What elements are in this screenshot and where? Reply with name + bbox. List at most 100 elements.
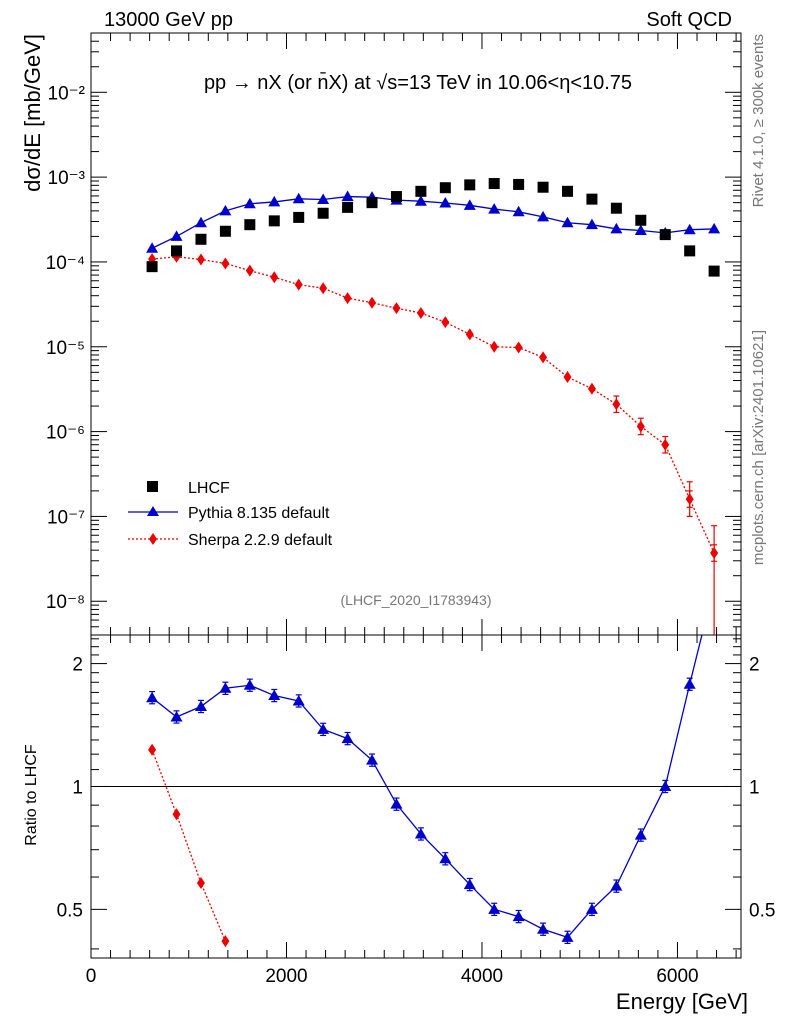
lhcf-point xyxy=(439,182,451,194)
lhcf-point xyxy=(195,233,207,245)
lhcf-point xyxy=(586,193,598,205)
ratio-pythia-point xyxy=(366,754,379,765)
pythia-point xyxy=(341,190,354,202)
pythia-point xyxy=(292,192,305,204)
plot-title: pp → nX (or n̄X) at √s=13 TeV in 10.06<η… xyxy=(204,71,632,94)
sherpa-point xyxy=(368,296,377,309)
ratio-pythia-point xyxy=(317,723,330,734)
ratio-pythia-point xyxy=(512,910,525,922)
ratio-pythia-point xyxy=(488,903,501,914)
x-tick-label: 6000 xyxy=(656,966,698,987)
legend: LHCF Pythia 8.135 default Sherpa 2.2.9 d… xyxy=(128,480,333,549)
pythia-point xyxy=(268,195,281,207)
pythia-point xyxy=(537,210,550,222)
ratio-pythia-point xyxy=(146,691,159,703)
lhcf-point xyxy=(342,201,354,213)
ratio-y-tick-label-right: 1 xyxy=(749,777,760,798)
y-tick-label: 10⁻⁸ xyxy=(46,592,85,613)
ratio-pythia-point xyxy=(390,798,403,809)
ratio-pythia-point xyxy=(219,682,232,693)
ratio-pythia-point xyxy=(414,827,427,839)
ratio-y-tick-label-right: 0.5 xyxy=(749,900,775,921)
sherpa-point xyxy=(343,292,352,305)
ratio-pythia-point xyxy=(537,923,550,934)
sherpa-point xyxy=(465,328,474,341)
sherpa-point xyxy=(270,271,279,284)
sherpa-point xyxy=(392,302,401,315)
pythia-point xyxy=(708,222,721,234)
sherpa-point xyxy=(539,351,548,364)
ratio-pythia-point xyxy=(268,689,281,701)
x-tick-label: 4000 xyxy=(461,966,503,987)
pythia-point xyxy=(170,230,183,241)
sherpa-point xyxy=(612,398,621,411)
pythia-point xyxy=(634,224,647,235)
ratio-y-tick-label: 1 xyxy=(72,777,83,798)
ratio-sherpa-point xyxy=(221,935,230,948)
ratio-pythia-point xyxy=(292,694,305,706)
pythia-point xyxy=(194,216,207,228)
x-tick-label: 0 xyxy=(86,966,97,987)
lhcf-point xyxy=(488,178,500,190)
pythia-point xyxy=(561,216,574,228)
lhcf-point xyxy=(293,211,305,223)
pythia-point xyxy=(243,197,256,209)
sherpa-point xyxy=(661,438,670,451)
pythia-point xyxy=(585,218,598,230)
sherpa-point xyxy=(441,316,450,329)
analysis-tag: (LHCF_2020_I1783943) xyxy=(341,592,492,608)
ratio-sherpa-point xyxy=(148,743,157,756)
lhcf-point xyxy=(390,191,402,203)
sherpa-point xyxy=(294,278,303,291)
ratio-sherpa-point xyxy=(172,808,181,821)
legend-label-sherpa: Sherpa 2.2.9 default xyxy=(188,532,333,549)
y-axis-label: dσ/dE [mb/GeV] xyxy=(20,34,45,192)
pythia-point xyxy=(317,193,330,204)
sherpa-point xyxy=(710,547,719,560)
pythia-point xyxy=(146,242,159,253)
lhcf-point xyxy=(562,185,574,197)
sherpa-point xyxy=(685,493,694,506)
pythia-line xyxy=(151,195,715,249)
lhcf-point xyxy=(317,207,329,219)
sherpa-point xyxy=(587,382,596,395)
ratio-pythia-point xyxy=(341,732,354,744)
y-tick-label: 10⁻⁵ xyxy=(46,338,85,359)
y-tick-label: 10⁻⁴ xyxy=(46,253,85,274)
lhcf-point xyxy=(635,214,647,226)
ratio-sherpa-point xyxy=(196,877,205,890)
ratio-y-axis-label: Ratio to LHCF xyxy=(23,744,40,846)
lhcf-point xyxy=(708,265,720,277)
lhcf-point xyxy=(219,225,231,237)
legend-label-pythia: Pythia 8.135 default xyxy=(188,505,330,522)
y-tick-label: 10⁻⁷ xyxy=(47,507,85,528)
ratio-y-tick-label: 2 xyxy=(72,655,83,676)
sherpa-point xyxy=(245,264,254,277)
lhcf-point xyxy=(415,185,427,197)
pythia-point xyxy=(488,203,501,214)
ratio-pythia-point xyxy=(439,852,452,864)
ratio-pythia-point xyxy=(243,679,256,690)
ratio-pythia-point xyxy=(194,700,207,712)
pythia-point xyxy=(610,222,623,234)
ratio-panel-frame xyxy=(90,634,742,959)
ratio-pythia-point xyxy=(463,878,476,890)
ratio-pythia-point xyxy=(634,829,647,840)
y-tick-label: 10⁻³ xyxy=(48,168,86,189)
sherpa-point xyxy=(514,341,523,354)
lhcf-point xyxy=(464,179,476,191)
ratio-pythia-point xyxy=(683,678,696,689)
sherpa-point xyxy=(196,253,205,266)
header-right: Soft QCD xyxy=(646,9,732,31)
pythia-point xyxy=(219,204,232,216)
header-left: 13000 GeV pp xyxy=(104,9,233,31)
lhcf-point xyxy=(268,215,280,227)
sherpa-line xyxy=(152,256,715,554)
x-tick-label: 2000 xyxy=(265,966,307,987)
mcplots-label: mcplots.cern.ch [arXiv:2401.10621] xyxy=(750,330,767,565)
sherpa-point xyxy=(636,420,645,433)
lhcf-point xyxy=(366,197,378,209)
ratio-pythia-line xyxy=(151,635,703,939)
lhcf-point xyxy=(684,245,696,257)
